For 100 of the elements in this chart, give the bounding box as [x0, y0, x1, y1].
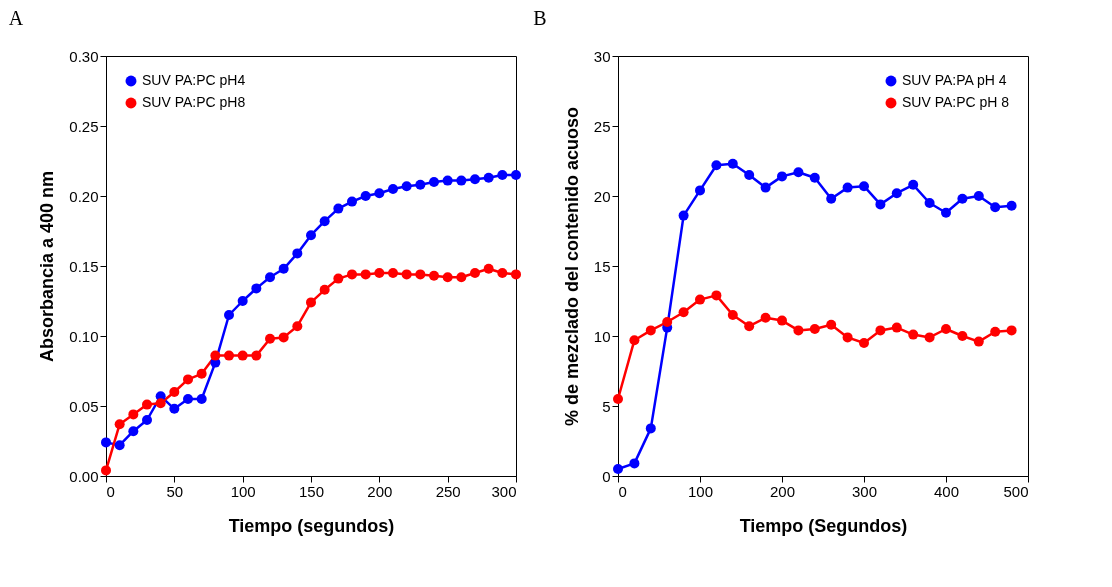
point — [169, 403, 180, 414]
x-tick-label: 300 — [851, 482, 878, 500]
point — [429, 270, 439, 281]
y-tick-label: 20 — [593, 187, 611, 205]
point — [875, 325, 886, 336]
x-tick-label: 400 — [933, 482, 960, 500]
point — [251, 350, 262, 361]
y-tick-label: 0.30 — [69, 47, 99, 65]
point — [809, 324, 820, 334]
point — [183, 374, 193, 385]
point — [859, 181, 869, 192]
point — [374, 268, 385, 278]
point — [941, 324, 951, 334]
point — [306, 230, 316, 241]
point — [711, 160, 722, 171]
y-axis-title: % de mezclado del contenido acuoso — [561, 106, 582, 427]
point — [842, 182, 853, 193]
x-tick-label: 150 — [298, 482, 325, 500]
point — [662, 317, 673, 327]
point — [442, 272, 453, 283]
point — [875, 199, 886, 210]
x-tick-label: 300 — [491, 482, 517, 500]
point — [114, 419, 125, 430]
point — [360, 191, 371, 201]
x-tick-label: 50 — [166, 482, 184, 500]
point — [210, 350, 221, 361]
point — [237, 296, 248, 306]
point — [645, 325, 656, 336]
legend-label: SUV PA:PC pH8 — [142, 94, 246, 110]
point — [265, 272, 275, 283]
point — [678, 210, 689, 221]
point — [319, 284, 330, 295]
point — [265, 333, 275, 344]
point — [908, 329, 919, 340]
point — [183, 394, 193, 404]
point — [114, 440, 125, 451]
point — [973, 191, 984, 201]
point — [155, 398, 166, 409]
point — [360, 269, 371, 280]
point — [695, 294, 705, 305]
point — [613, 394, 623, 404]
point — [333, 203, 344, 214]
x-tick-label: 200 — [769, 482, 796, 500]
point — [483, 172, 494, 183]
point — [727, 158, 738, 169]
point — [415, 179, 426, 190]
point — [973, 336, 984, 347]
point — [456, 272, 467, 283]
point — [1006, 200, 1017, 211]
point — [957, 331, 968, 341]
point — [483, 263, 494, 274]
point — [1006, 325, 1017, 336]
point — [891, 188, 902, 199]
x-tick-label: 250 — [435, 482, 461, 500]
point — [497, 268, 508, 278]
point — [388, 184, 398, 194]
point — [777, 171, 787, 182]
point — [941, 207, 951, 218]
y-axis-title: Absorbancia a 400 nm — [37, 170, 58, 363]
point — [711, 290, 722, 301]
point — [196, 394, 207, 404]
chart-title: A — [8, 7, 24, 29]
point — [196, 368, 207, 379]
chart-title: B — [533, 7, 547, 29]
point — [744, 170, 755, 180]
y-tick-label: 0.05 — [69, 397, 99, 415]
point — [292, 321, 303, 332]
point — [251, 283, 262, 294]
point — [678, 307, 689, 318]
point — [278, 263, 289, 274]
x-tick-label: 200 — [367, 482, 393, 500]
point — [924, 198, 935, 208]
point — [292, 248, 303, 259]
point — [401, 181, 412, 192]
y-tick-label: 0.20 — [69, 187, 99, 205]
y-tick-label: 10 — [593, 327, 611, 345]
point — [957, 193, 968, 204]
legend-label: SUV PA:PC pH 8 — [902, 94, 1010, 110]
point — [990, 326, 1001, 337]
point — [169, 387, 180, 397]
point — [826, 193, 837, 204]
point — [645, 423, 656, 434]
x-tick-label: 500 — [1003, 482, 1029, 500]
point — [629, 335, 640, 346]
point — [429, 177, 439, 187]
x-tick-label: 100 — [230, 482, 256, 500]
x-tick-label: 100 — [687, 482, 714, 500]
point — [809, 172, 820, 183]
point — [306, 297, 316, 308]
point — [470, 268, 480, 278]
point — [826, 319, 837, 330]
point — [388, 268, 398, 278]
point — [908, 179, 919, 190]
point — [990, 202, 1001, 213]
point — [101, 437, 111, 448]
point — [319, 216, 330, 227]
point — [924, 332, 935, 343]
point — [142, 415, 152, 425]
legend-label: SUV PA:PA pH 4 — [902, 72, 1007, 88]
point — [793, 325, 804, 336]
